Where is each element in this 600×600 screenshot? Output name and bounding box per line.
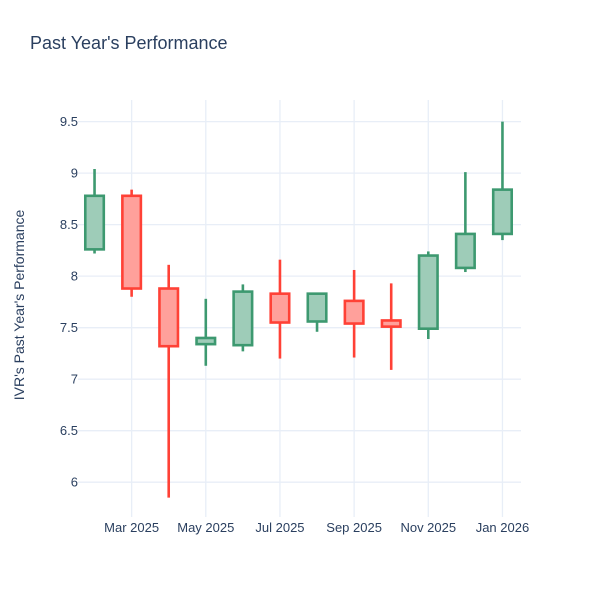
x-tick-label: May 2025 bbox=[177, 520, 234, 535]
x-tick-label: Nov 2025 bbox=[400, 520, 456, 535]
candle[interactable] bbox=[195, 298, 217, 366]
candle[interactable] bbox=[343, 269, 365, 358]
y-tick-label: 8.5 bbox=[60, 217, 78, 232]
candle-body bbox=[380, 319, 402, 328]
x-tick-label: Mar 2025 bbox=[104, 520, 159, 535]
y-tick-label: 6.5 bbox=[60, 423, 78, 438]
candle-layer bbox=[83, 121, 514, 498]
y-tick-label: 6 bbox=[71, 475, 78, 490]
x-tick-label: Jan 2026 bbox=[476, 520, 530, 535]
candle-body bbox=[232, 290, 254, 347]
candle-body bbox=[195, 336, 217, 346]
candle[interactable] bbox=[121, 189, 143, 297]
candle[interactable] bbox=[491, 121, 514, 241]
candle[interactable] bbox=[417, 251, 439, 339]
candle-body bbox=[343, 299, 365, 325]
y-tick-label: 7.5 bbox=[60, 320, 78, 335]
chart-title: Past Year's Performance bbox=[30, 33, 228, 53]
grid-layer bbox=[78, 100, 521, 517]
x-tick-label: Sep 2025 bbox=[326, 520, 382, 535]
candle[interactable] bbox=[454, 172, 476, 273]
candle[interactable] bbox=[269, 259, 291, 359]
candle[interactable] bbox=[158, 264, 180, 498]
y-tick-label: 7 bbox=[71, 372, 78, 387]
candle-body bbox=[306, 292, 328, 323]
y-tick-label: 8 bbox=[71, 269, 78, 284]
candle-body bbox=[158, 287, 180, 348]
candle[interactable] bbox=[380, 283, 402, 370]
candle[interactable] bbox=[306, 292, 328, 332]
candle-body bbox=[83, 194, 106, 251]
candle[interactable] bbox=[232, 284, 254, 352]
y-axis-title: IVR's Past Year's Performance bbox=[11, 210, 27, 401]
candle[interactable] bbox=[83, 169, 106, 254]
candle-body bbox=[269, 292, 291, 324]
candle-body bbox=[417, 254, 439, 330]
candle-body bbox=[454, 232, 476, 270]
y-tick-label: 9 bbox=[71, 166, 78, 181]
axis-layer: 6 6.5 7 7.5 8 8.5 9 9.5 Mar 2025 May 2025 Jul 2025… bbox=[60, 114, 529, 535]
y-tick-label: 9.5 bbox=[60, 114, 78, 129]
candle-body bbox=[491, 188, 514, 236]
x-tick-label: Jul 2025 bbox=[255, 520, 304, 535]
candle-body bbox=[121, 194, 143, 290]
